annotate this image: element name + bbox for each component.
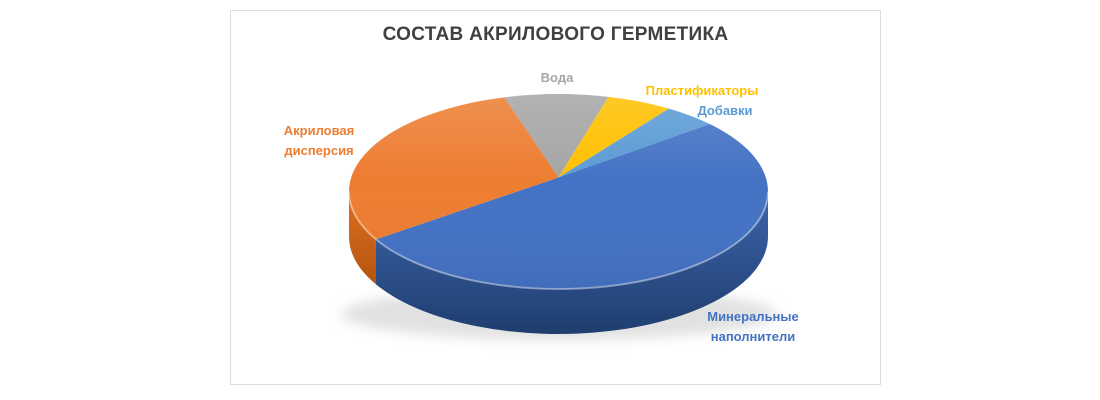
callout-line: наполнители: [710, 329, 796, 344]
label-mineral-fillers: Минеральные наполнители: [693, 307, 813, 347]
callout-line: Пластификаторы: [645, 83, 759, 98]
pie-side-acrylic-dispersion: [349, 191, 376, 285]
callout-line: Акриловая: [283, 123, 355, 138]
chart-title: СОСТАВ АКРИЛОВОГО ГЕРМЕТИКА: [382, 24, 729, 45]
callout-line: Вода: [540, 70, 574, 85]
callout-line: Минеральные: [707, 309, 799, 324]
label-additives: Добавки: [655, 101, 795, 121]
pie-side-mineral-fillers: [375, 191, 768, 335]
label-water: Вода: [507, 68, 607, 88]
callout-line: Добавки: [697, 103, 753, 118]
callout-line: дисперсия: [284, 143, 354, 158]
label-acrylic-dispersion: Акриловая дисперсия: [269, 121, 369, 161]
pie-3d: [341, 94, 777, 340]
pie-sheen: [349, 94, 768, 289]
label-plasticizers: Пластификаторы: [632, 81, 772, 101]
chart-area: СОСТАВ АКРИЛОВОГО ГЕРМЕТИКА Вода Пластиф…: [230, 10, 881, 385]
